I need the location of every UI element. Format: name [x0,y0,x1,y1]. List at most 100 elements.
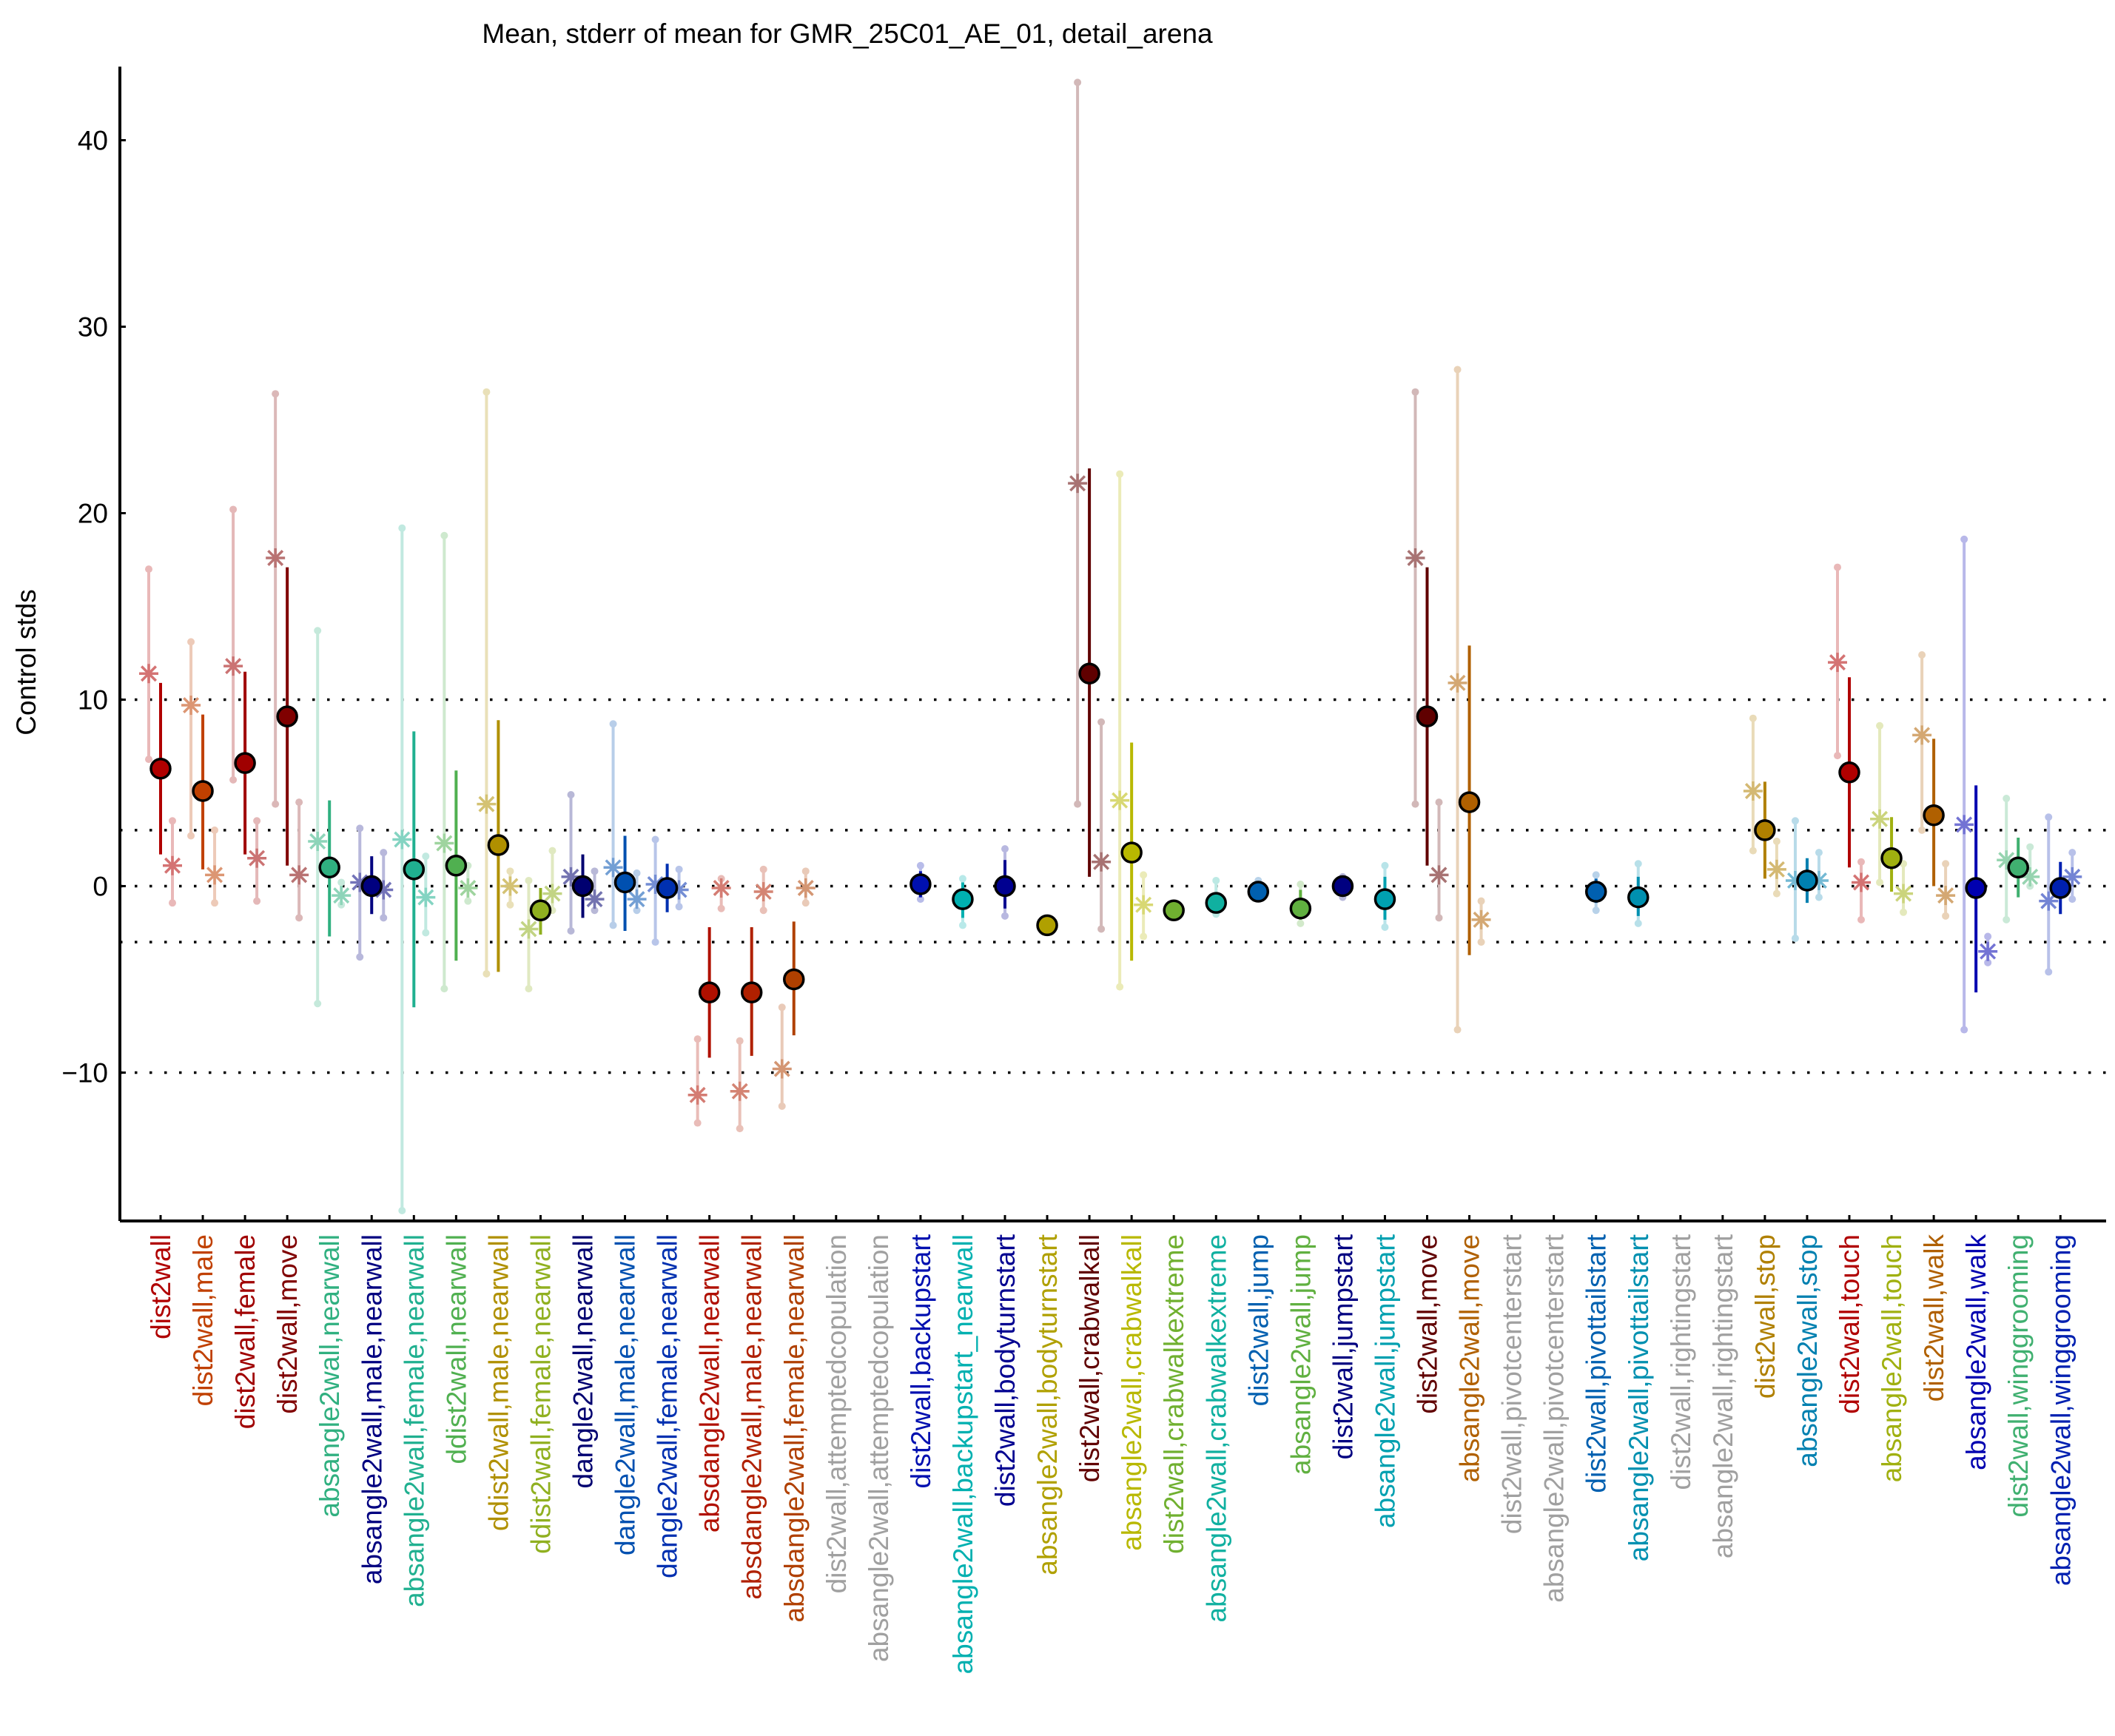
category-marks [350,824,394,961]
mean-marker [2007,856,2029,879]
mean-marker [403,858,426,881]
reference-lines [120,698,2106,1074]
x-tick-label: absangle2wall,crabwalkall [1117,1234,1147,1551]
category-marks [1373,861,1396,931]
male-range-bar [187,638,195,840]
x-tick-label: absdangle2wall,nearwall [695,1234,725,1533]
x-tick-label: dangle2wall,nearwall [568,1234,599,1489]
x-tick-label: dist2wall,rightingstart [1666,1234,1696,1490]
male-range-bar [1074,78,1082,808]
male-range-bar [398,524,406,1214]
category-marks [434,531,478,993]
female-mean-marker [753,882,773,902]
mean-marker [1627,886,1650,909]
mean-marker [1754,819,1776,841]
x-tick-label: absangle2wall,female,nearwall [399,1234,429,1607]
female-mean-marker [163,855,182,875]
female-mean-marker [1134,895,1154,915]
x-tick-label: dist2wall,touch [1835,1234,1865,1414]
category-marks [308,627,352,1008]
male-mean-marker [1954,815,1974,835]
category-marks [603,720,647,931]
x-tick-label: dist2wall [146,1234,176,1339]
category-marks [1785,817,1829,943]
mean-marker [1373,888,1396,910]
y-tick-label: 40 [78,126,108,156]
x-tick-label: dist2wall,crabwalkall [1075,1234,1105,1482]
male-range-bar [314,627,322,1008]
mean-marker [1584,881,1607,903]
category-marks [1627,860,1650,927]
x-tick-label: absangle2wall,winggrooming [2045,1234,2076,1586]
male-range-bar [229,505,238,784]
x-tick-label: dist2wall,male [188,1234,218,1406]
chart-title: Mean, stderr of mean for GMR_25C01_AE_01… [482,18,1213,49]
category-marks [266,390,309,922]
mean-marker [1120,841,1143,864]
x-tick-label: dangle2wall,female,nearwall [653,1234,683,1578]
male-range-bar [272,390,280,808]
category-marks [730,865,773,1133]
male-mean-marker [519,919,539,939]
female-mean-marker [205,865,225,885]
female-mean-marker [1978,941,1998,961]
female-mean-marker [1852,872,1871,892]
female-mean-marker [247,848,267,868]
male-mean-marker [772,1059,792,1079]
x-tick-label: absangle2wall,attemptedcopulation [864,1234,894,1662]
category-marks [1289,880,1312,927]
mean-marker [1163,899,1185,922]
male-range-bar [440,531,448,993]
female-mean-marker [1894,884,1914,904]
x-tick-label: absangle2wall,jump [1285,1234,1316,1475]
female-mean-marker [289,865,309,885]
category-marks [952,875,974,929]
x-tick-label: dist2wall,attemptedcopulation [821,1234,852,1593]
data-marks [139,78,2082,1214]
mean-marker [1205,892,1227,914]
male-range-bar [1876,721,1884,886]
male-mean-marker [1828,653,1847,673]
male-mean-marker [308,832,328,852]
category-marks [2039,813,2082,976]
category-marks [1247,876,1270,903]
category-marks [1828,563,1871,923]
mean-marker [1965,877,1987,899]
category-marks [1997,795,2040,923]
male-mean-marker [1110,790,1130,810]
x-tick-label: absangle2wall,crabwalkextreme [1201,1234,1231,1622]
x-tick-label: dist2wall,move [1413,1234,1443,1414]
y-tick-label: 10 [78,685,108,716]
mean-marker [1289,897,1312,920]
x-tick-label: dist2wall,move [272,1234,303,1414]
mean-marker [571,875,594,898]
female-mean-marker [1936,886,1956,906]
female-mean-marker [542,884,562,904]
female-mean-marker [458,878,478,898]
x-tick-label: absangle2wall,backupstart_nearwall [948,1234,978,1674]
mean-marker [1331,875,1354,898]
category-marks [1036,914,1058,937]
mean-marker [1247,881,1270,903]
category-marks [687,875,731,1127]
male-mean-marker [1447,673,1467,693]
x-tick-label: absangle2wall,move [1455,1234,1485,1482]
x-tick-label: absangle2wall,bodyturnstart [1032,1234,1063,1575]
female-mean-marker [711,878,731,898]
mean-marker [234,752,256,774]
mean-marker [909,873,932,895]
category-marks [909,861,932,904]
female-mean-marker [627,889,647,909]
category-marks [1068,78,1112,933]
category-marks [477,388,520,978]
mean-marker [318,856,340,879]
male-mean-marker [1870,809,1890,829]
mean-marker [1036,914,1058,937]
mean-marker [740,981,763,1003]
x-ticks: dist2wall dist2wall,male dist2wall,female d… [146,1215,2076,1674]
mean-marker [445,855,468,877]
male-mean-marker [392,830,412,850]
x-tick-label: absangle2wall,stop [1792,1234,1823,1467]
female-range-bar [548,847,557,915]
category-marks [139,565,182,907]
